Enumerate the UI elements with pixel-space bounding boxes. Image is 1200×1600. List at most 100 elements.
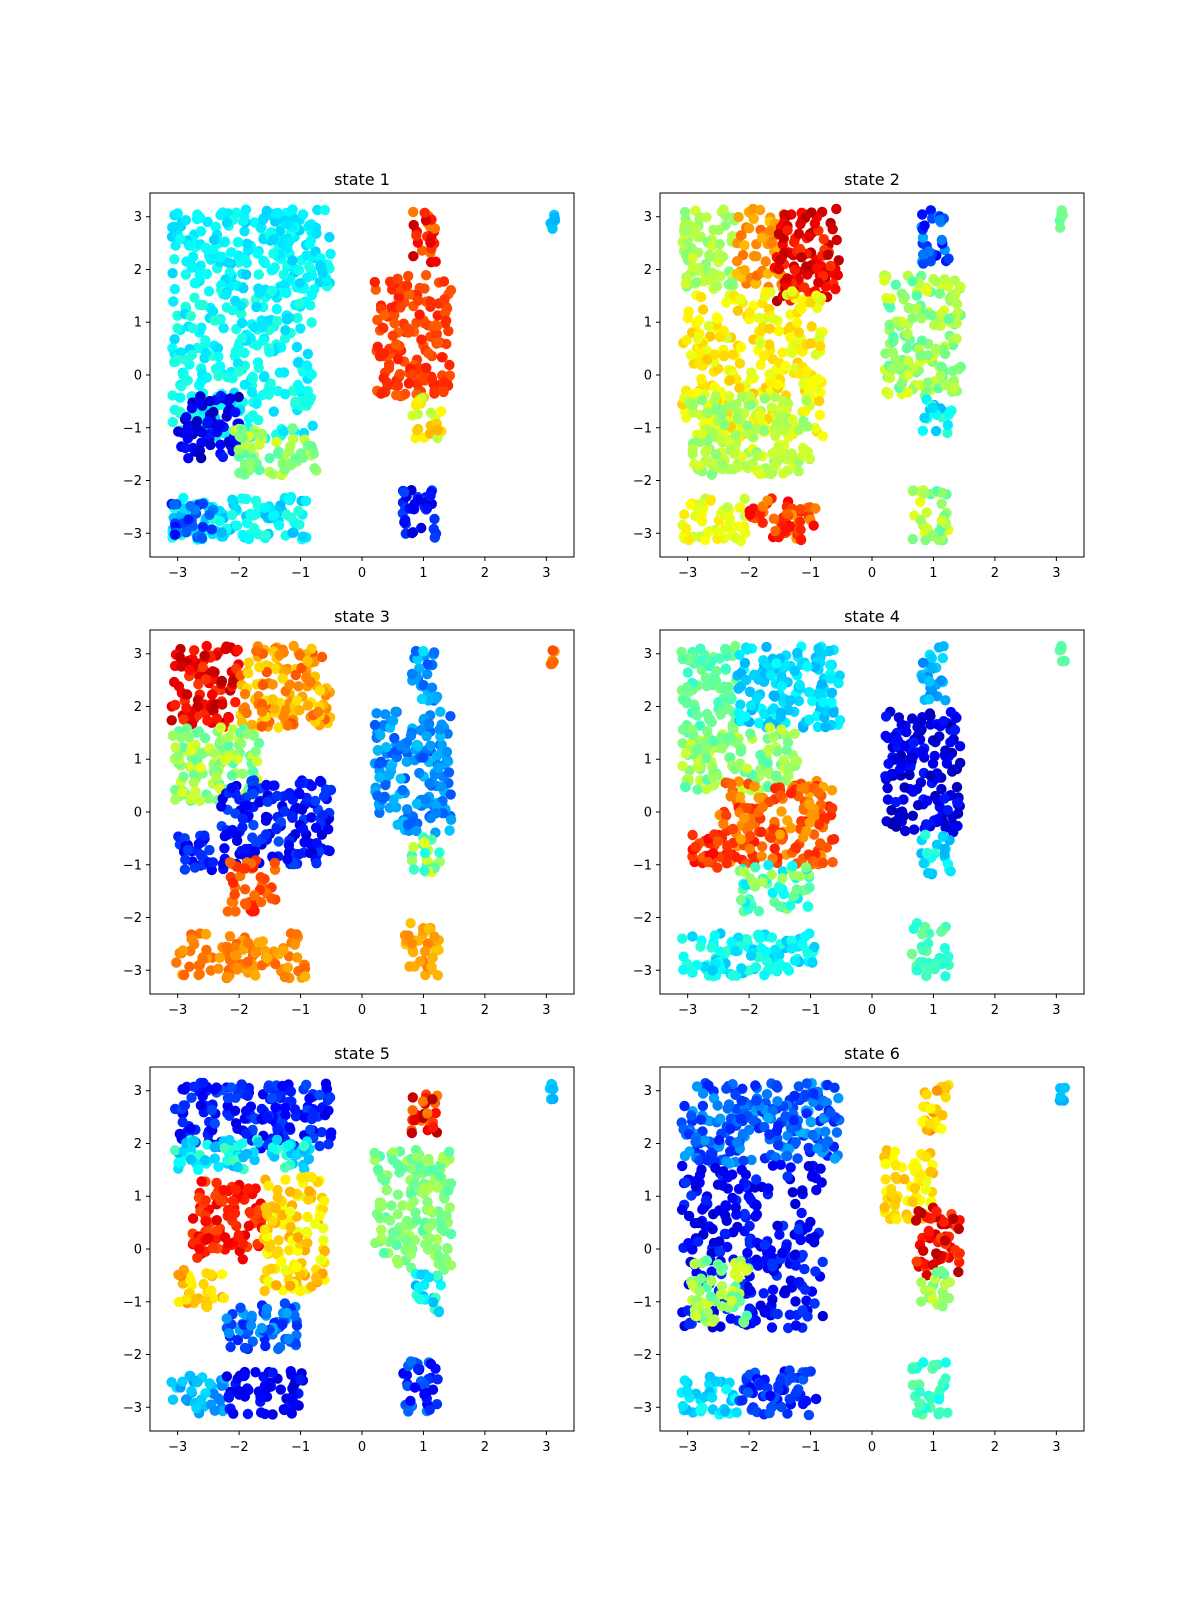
data-point bbox=[416, 245, 428, 256]
data-point bbox=[795, 218, 806, 230]
data-point bbox=[756, 325, 767, 336]
data-point bbox=[178, 492, 189, 504]
data-point bbox=[216, 527, 227, 538]
data-point bbox=[185, 793, 197, 804]
data-point bbox=[272, 1184, 283, 1196]
data-point bbox=[880, 711, 892, 722]
data-point bbox=[370, 284, 381, 295]
data-point bbox=[734, 502, 746, 513]
data-point bbox=[249, 1154, 260, 1166]
data-point bbox=[915, 350, 926, 361]
data-point bbox=[230, 808, 241, 819]
data-point bbox=[775, 790, 786, 801]
data-point bbox=[202, 216, 213, 228]
data-point bbox=[680, 748, 691, 759]
data-point bbox=[196, 437, 207, 448]
data-point bbox=[287, 204, 298, 215]
data-point bbox=[212, 343, 224, 354]
data-point bbox=[748, 213, 759, 224]
data-point bbox=[267, 1142, 279, 1153]
data-point bbox=[387, 715, 399, 726]
data-point bbox=[813, 643, 824, 654]
data-point bbox=[758, 350, 769, 362]
data-point bbox=[324, 232, 335, 243]
data-point bbox=[817, 431, 828, 442]
data-point bbox=[701, 783, 712, 795]
data-point bbox=[825, 260, 836, 272]
data-point bbox=[423, 718, 435, 730]
data-point bbox=[286, 811, 298, 822]
data-point bbox=[828, 707, 839, 718]
data-point bbox=[911, 290, 922, 301]
data-point bbox=[247, 1336, 258, 1347]
data-point bbox=[291, 1320, 303, 1331]
data-point bbox=[315, 1254, 327, 1265]
data-point bbox=[421, 362, 432, 374]
data-point bbox=[215, 439, 226, 450]
data-point bbox=[264, 453, 275, 464]
data-point bbox=[187, 323, 198, 334]
data-point bbox=[427, 1164, 438, 1176]
data-point bbox=[372, 1164, 384, 1175]
data-point bbox=[232, 753, 243, 765]
data-point bbox=[194, 968, 205, 980]
data-point bbox=[403, 378, 415, 389]
data-point bbox=[770, 392, 781, 403]
data-point bbox=[287, 423, 298, 434]
data-point bbox=[921, 819, 932, 830]
data-point bbox=[282, 720, 293, 731]
data-point bbox=[785, 822, 797, 834]
data-point bbox=[242, 800, 253, 811]
data-point bbox=[413, 1282, 425, 1293]
data-point bbox=[269, 510, 280, 521]
data-point bbox=[197, 954, 208, 965]
data-point bbox=[369, 719, 381, 731]
data-point bbox=[168, 499, 180, 510]
data-point bbox=[813, 819, 825, 830]
data-point bbox=[439, 294, 450, 305]
data-point bbox=[263, 1180, 274, 1192]
data-point bbox=[414, 1293, 425, 1305]
data-point bbox=[310, 1218, 321, 1229]
data-point bbox=[401, 1235, 412, 1246]
data-point bbox=[409, 1234, 421, 1246]
data-point bbox=[692, 744, 703, 755]
data-point bbox=[296, 1172, 307, 1183]
data-point bbox=[381, 1184, 392, 1195]
data-point bbox=[270, 216, 281, 227]
data-point bbox=[896, 378, 907, 390]
data-point bbox=[304, 261, 315, 272]
data-point bbox=[804, 817, 815, 828]
data-point bbox=[293, 787, 305, 799]
data-point bbox=[418, 373, 430, 384]
data-point bbox=[217, 451, 229, 463]
data-point bbox=[263, 1082, 274, 1094]
data-point bbox=[686, 965, 697, 976]
data-point bbox=[718, 818, 729, 830]
data-point bbox=[714, 653, 725, 664]
data-point bbox=[723, 681, 734, 693]
data-point bbox=[181, 723, 193, 734]
data-point bbox=[391, 802, 402, 813]
data-point bbox=[687, 931, 698, 942]
data-point bbox=[939, 942, 951, 954]
data-point bbox=[264, 346, 275, 358]
data-point bbox=[921, 284, 932, 295]
data-point bbox=[397, 1163, 408, 1174]
data-point bbox=[194, 795, 205, 806]
data-point bbox=[419, 865, 430, 876]
data-point bbox=[802, 949, 814, 960]
data-point bbox=[268, 264, 279, 275]
data-point bbox=[936, 498, 947, 509]
data-point bbox=[414, 309, 425, 320]
data-point bbox=[750, 962, 762, 973]
data-point bbox=[295, 383, 306, 395]
data-point bbox=[765, 468, 777, 480]
data-point bbox=[765, 670, 777, 681]
data-point bbox=[233, 1230, 244, 1241]
data-point bbox=[304, 220, 315, 231]
data-point bbox=[304, 396, 315, 407]
data-point bbox=[804, 799, 815, 810]
data-point bbox=[279, 333, 291, 344]
data-point bbox=[243, 937, 254, 949]
